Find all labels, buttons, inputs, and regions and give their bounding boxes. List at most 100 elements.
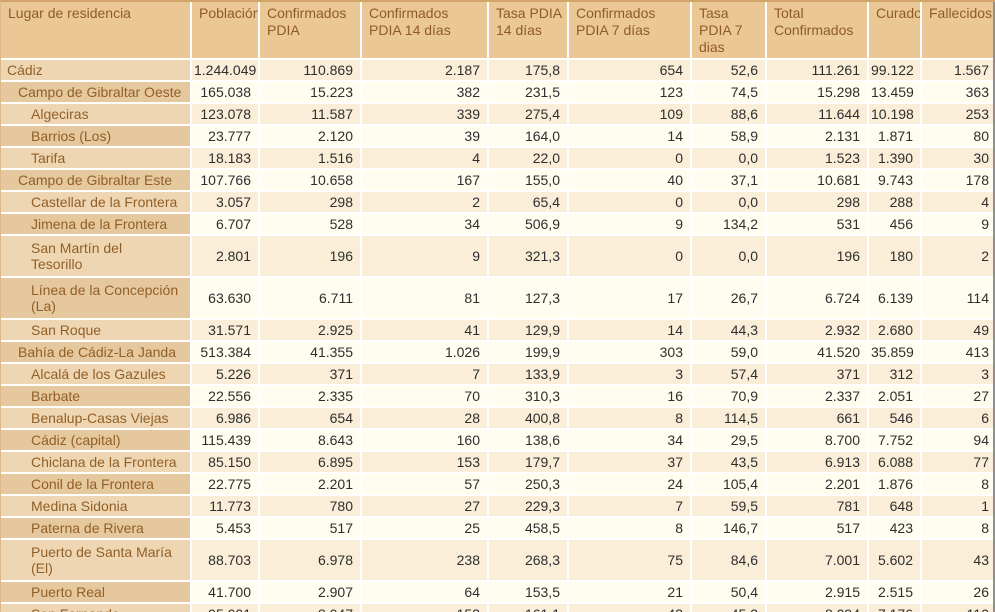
value-cell: 14 bbox=[568, 319, 692, 342]
table-row[interactable]: Línea de la Concepción (La) 63.630 6.711 81… bbox=[1, 277, 995, 320]
value-cell: 7.752 bbox=[868, 429, 922, 452]
value-cell: 6.139 bbox=[868, 277, 922, 320]
value-cell: 15.298 bbox=[766, 81, 869, 104]
value-cell: 661 bbox=[766, 407, 869, 430]
value-cell: 2.201 bbox=[766, 473, 869, 496]
value-cell: 155,0 bbox=[488, 169, 569, 192]
value-cell: 75 bbox=[568, 539, 692, 582]
value-cell: 10.681 bbox=[766, 169, 869, 192]
value-cell: 7 bbox=[568, 495, 692, 518]
place-name-cell: Barrios (Los) bbox=[1, 125, 192, 148]
table-row[interactable]: Alcalá de los Gazules 5.226 371 7 133,9 3 57,4… bbox=[1, 363, 995, 386]
table-row[interactable]: Puerto de Santa María (El) 88.703 6.978 238… bbox=[1, 539, 995, 582]
value-cell: 14 bbox=[568, 125, 692, 148]
value-cell: 59,5 bbox=[691, 495, 767, 518]
table-row[interactable]: Jimena de la Frontera 6.707 528 34 506,9 9 134… bbox=[1, 213, 995, 236]
value-cell: 110 bbox=[921, 603, 995, 612]
column-header-total-confirmados[interactable]: Total Confirmados bbox=[766, 2, 869, 60]
column-header-poblacion[interactable]: Población bbox=[191, 2, 260, 60]
column-header-fallecidos[interactable]: Fallecidos bbox=[921, 2, 995, 60]
value-cell: 2.801 bbox=[191, 235, 260, 278]
column-header-curados[interactable]: Curados bbox=[868, 2, 922, 60]
place-name-cell: Algeciras bbox=[1, 103, 192, 126]
table-row[interactable]: Chiclana de la Frontera 85.150 6.895 153 179… bbox=[1, 451, 995, 474]
place-name-cell: Castellar de la Frontera bbox=[1, 191, 192, 214]
value-cell: 3 bbox=[568, 363, 692, 386]
value-cell: 161,1 bbox=[488, 603, 569, 612]
value-cell: 506,9 bbox=[488, 213, 569, 236]
value-cell: 654 bbox=[259, 407, 362, 430]
column-header-lugar[interactable]: Lugar de residencia bbox=[1, 2, 192, 60]
table-row[interactable]: San Martín del Tesorillo 2.801 196 9 321,3 0 0… bbox=[1, 235, 995, 278]
value-cell: 180 bbox=[868, 235, 922, 278]
column-header-confirmados-pdia-7[interactable]: Confirmados PDIA 7 días bbox=[568, 2, 692, 60]
column-header-confirmados-pdia[interactable]: Confirmados PDIA bbox=[259, 2, 362, 60]
value-cell: 8.700 bbox=[766, 429, 869, 452]
place-name-cell: Benalup-Casas Viejas bbox=[1, 407, 192, 430]
table-row[interactable]: Algeciras 123.078 11.587 339 275,4 109 88,6 11.… bbox=[1, 103, 995, 126]
table-row[interactable]: Campo de Gibraltar Este 107.766 10.658 167 1… bbox=[1, 169, 995, 192]
value-cell: 6.711 bbox=[259, 277, 362, 320]
value-cell: 8.094 bbox=[766, 603, 869, 612]
table-row[interactable]: Campo de Gibraltar Oeste 165.038 15.223 382… bbox=[1, 81, 995, 104]
value-cell: 2.337 bbox=[766, 385, 869, 408]
value-cell: 5.602 bbox=[868, 539, 922, 582]
column-header-tasa-pdia-14[interactable]: Tasa PDIA 14 días bbox=[488, 2, 569, 60]
value-cell: 8 bbox=[921, 473, 995, 496]
value-cell: 1.516 bbox=[259, 147, 362, 170]
right-edge-divider bbox=[993, 2, 995, 612]
table-row[interactable]: Conil de la Frontera 22.775 2.201 57 250,3 24… bbox=[1, 473, 995, 496]
table-row[interactable]: Castellar de la Frontera 3.057 298 2 65,4 0 0,… bbox=[1, 191, 995, 214]
table-row[interactable]: Barrios (Los) 23.777 2.120 39 164,0 14 58,9 2.1… bbox=[1, 125, 995, 148]
value-cell: 2 bbox=[361, 191, 489, 214]
value-cell: 648 bbox=[868, 495, 922, 518]
value-cell: 31.571 bbox=[191, 319, 260, 342]
value-cell: 0,0 bbox=[691, 191, 767, 214]
value-cell: 41.700 bbox=[191, 581, 260, 604]
value-cell: 80 bbox=[921, 125, 995, 148]
value-cell: 531 bbox=[766, 213, 869, 236]
value-cell: 85.150 bbox=[191, 451, 260, 474]
table-row[interactable]: Tarifa 18.183 1.516 4 22,0 0 0,0 1.523 1.390 30 bbox=[1, 147, 995, 170]
value-cell: 8 bbox=[568, 517, 692, 540]
place-name-cell: Conil de la Frontera bbox=[1, 473, 192, 496]
value-cell: 231,5 bbox=[488, 81, 569, 104]
value-cell: 528 bbox=[259, 213, 362, 236]
value-cell: 3 bbox=[921, 363, 995, 386]
value-cell: 2.120 bbox=[259, 125, 362, 148]
table-row[interactable]: Bahía de Cádiz-La Janda 513.384 41.355 1.02… bbox=[1, 341, 995, 364]
value-cell: 400,8 bbox=[488, 407, 569, 430]
value-cell: 196 bbox=[259, 235, 362, 278]
table-row[interactable]: Medina Sidonia 11.773 780 27 229,3 7 59,5 781 64… bbox=[1, 495, 995, 518]
table-row[interactable]: Paterna de Rivera 5.453 517 25 458,5 8 146,7 51… bbox=[1, 517, 995, 540]
place-name-cell: Línea de la Concepción (La) bbox=[1, 277, 192, 320]
column-header-confirmados-pdia-14[interactable]: Confirmados PDIA 14 días bbox=[361, 2, 489, 60]
table-row[interactable]: Barbate 22.556 2.335 70 310,3 16 70,9 2.337 2.05… bbox=[1, 385, 995, 408]
place-name-cell: San Martín del Tesorillo bbox=[1, 235, 192, 278]
value-cell: 41 bbox=[361, 319, 489, 342]
table-row[interactable]: Puerto Real 41.700 2.907 64 153,5 21 50,4 2.915… bbox=[1, 581, 995, 604]
table-row[interactable]: Benalup-Casas Viejas 6.986 654 28 400,8 8 114,… bbox=[1, 407, 995, 430]
value-cell: 23.777 bbox=[191, 125, 260, 148]
value-cell: 6.913 bbox=[766, 451, 869, 474]
value-cell: 99.122 bbox=[868, 59, 922, 82]
value-cell: 0 bbox=[568, 191, 692, 214]
value-cell: 253 bbox=[921, 103, 995, 126]
value-cell: 382 bbox=[361, 81, 489, 104]
column-header-tasa-pdia-7[interactable]: Tasa PDIA 7 dias bbox=[691, 2, 767, 60]
value-cell: 2.932 bbox=[766, 319, 869, 342]
table-row[interactable]: Cádiz (capital) 115.439 8.643 160 138,6 34 29,… bbox=[1, 429, 995, 452]
value-cell: 413 bbox=[921, 341, 995, 364]
table-row[interactable]: Cádiz 1.244.049 110.869 2.187 175,8 654 52,6 11… bbox=[1, 59, 995, 82]
table-row[interactable]: San Roque 31.571 2.925 41 129,9 14 44,3 2.932 2.… bbox=[1, 319, 995, 342]
table-row[interactable]: San Fernando95.0018.047153161,14345,38.0… bbox=[1, 603, 995, 612]
value-cell: 2.925 bbox=[259, 319, 362, 342]
value-cell: 11.773 bbox=[191, 495, 260, 518]
place-name-cell: Puerto Real bbox=[1, 581, 192, 604]
value-cell: 65,4 bbox=[488, 191, 569, 214]
value-cell: 298 bbox=[766, 191, 869, 214]
value-cell: 250,3 bbox=[488, 473, 569, 496]
value-cell: 1.871 bbox=[868, 125, 922, 148]
value-cell: 44,3 bbox=[691, 319, 767, 342]
